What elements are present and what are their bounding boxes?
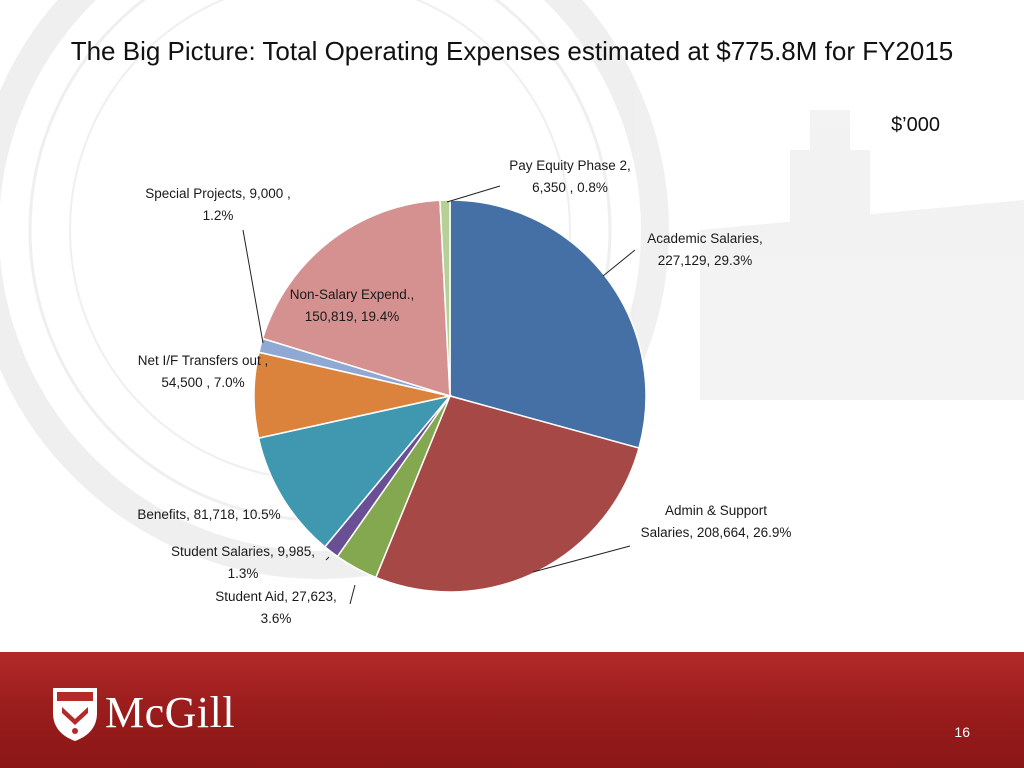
pie-slice-admin-support-salaries xyxy=(374,395,640,593)
data-label-line: 54,500 , 7.0% xyxy=(161,375,244,390)
data-label-line: Special Projects, 9,000 , xyxy=(145,186,291,201)
leader-line-student-salaries xyxy=(325,556,330,561)
data-label-line: Net I/F Transfers out , xyxy=(138,353,269,368)
data-label-academic-salaries: Academic Salaries, 227,129, 29.3% xyxy=(647,231,763,268)
university-seal-watermark xyxy=(0,0,1024,579)
pie-slice-academic-salaries xyxy=(449,199,647,449)
leader-line-special-projects xyxy=(242,229,264,344)
footer-bar: McGill 16 xyxy=(0,652,1024,768)
data-label-line: 1.2% xyxy=(203,208,234,223)
data-label-net-i-f-transfers-out: Net I/F Transfers out , 54,500 , 7.0% xyxy=(138,353,269,390)
data-label-line: Non-Salary Expend., xyxy=(290,287,415,302)
data-label-line: Student Salaries, 9,985, xyxy=(171,544,315,559)
leader-line-academic-salaries xyxy=(602,249,636,277)
slide-title: The Big Picture: Total Operating Expense… xyxy=(70,36,954,66)
data-label-line: Admin & Support xyxy=(665,503,767,518)
data-label-line: Salaries, 208,664, 26.9% xyxy=(641,525,792,540)
data-label-line: Student Aid, 27,623, xyxy=(215,589,337,604)
leader-line-admin-support-salaries xyxy=(532,545,631,573)
data-label-admin-support-salaries: Admin & Support Salaries, 208,664, 26.9% xyxy=(641,503,792,540)
pie-slice-benefits xyxy=(257,394,452,548)
data-label-pay-equity-phase-2: Pay Equity Phase 2, 6,350 , 0.8% xyxy=(509,158,631,195)
pie-slice-non-salary-expend xyxy=(261,199,451,398)
expenses-pie-chart: Academic Salaries, 227,129, 29.3% Admin & … xyxy=(137,158,792,626)
data-label-line: Pay Equity Phase 2, xyxy=(509,158,631,173)
unit-label: $’000 xyxy=(891,114,940,136)
data-label-line: 6,350 , 0.8% xyxy=(532,180,608,195)
pie-slice-pay-equity-phase-2 xyxy=(439,199,451,397)
leader-line-student-aid xyxy=(349,584,356,605)
data-label-line: 1.3% xyxy=(228,566,259,581)
page-number: 16 xyxy=(954,724,970,740)
data-label-line: Academic Salaries, xyxy=(647,231,763,246)
data-label-student-salaries: Student Salaries, 9,985, 1.3% xyxy=(171,544,315,581)
data-label-non-salary-expend: Non-Salary Expend., 150,819, 19.4% xyxy=(290,287,415,324)
mcgill-wordmark: McGill xyxy=(105,688,236,737)
data-label-benefits: Benefits, 81,718, 10.5% xyxy=(137,507,280,522)
data-label-special-projects: Special Projects, 9,000 , 1.2% xyxy=(145,186,291,223)
data-label-line: Benefits, 81,718, 10.5% xyxy=(137,507,280,522)
shield-crest-icon xyxy=(53,688,97,741)
data-label-line: 3.6% xyxy=(261,611,292,626)
data-label-line: 150,819, 19.4% xyxy=(305,309,400,324)
data-label-student-aid: Student Aid, 27,623, 3.6% xyxy=(215,589,337,626)
leader-line-pay-equity-phase-2 xyxy=(446,185,501,203)
data-label-line: 227,129, 29.3% xyxy=(658,253,753,268)
